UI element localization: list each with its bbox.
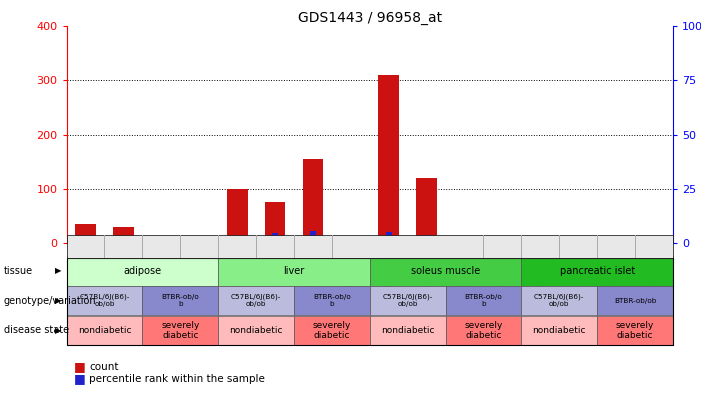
Bar: [75, 224, 96, 243]
Bar: [454, 238, 475, 243]
Bar: [234, 239, 240, 243]
Text: tissue: tissue: [4, 266, 33, 276]
Text: BTBR-ob/o
b: BTBR-ob/o b: [465, 294, 503, 307]
Text: ▶: ▶: [55, 266, 62, 275]
Text: soleus muscle: soleus muscle: [411, 266, 480, 276]
Text: C57BL/6J(B6)-
ob/ob: C57BL/6J(B6)- ob/ob: [79, 294, 130, 307]
Text: C57BL/6J(B6)-
ob/ob: C57BL/6J(B6)- ob/ob: [383, 294, 433, 307]
Text: ▶: ▶: [55, 296, 62, 305]
Text: adipose: adipose: [123, 266, 161, 276]
Text: severely
diabetic: severely diabetic: [161, 321, 200, 340]
Bar: [461, 241, 468, 243]
Bar: [416, 178, 437, 243]
Bar: [310, 231, 316, 243]
Text: nondiabetic: nondiabetic: [229, 326, 283, 335]
Text: C57BL/6J(B6)-
ob/ob: C57BL/6J(B6)- ob/ob: [231, 294, 281, 307]
Bar: [379, 75, 399, 243]
Text: severely
diabetic: severely diabetic: [464, 321, 503, 340]
Text: liver: liver: [283, 266, 305, 276]
Text: pancreatic islet: pancreatic islet: [559, 266, 635, 276]
Title: GDS1443 / 96958_at: GDS1443 / 96958_at: [298, 11, 442, 25]
Text: percentile rank within the sample: percentile rank within the sample: [89, 374, 265, 384]
Text: ▶: ▶: [55, 326, 62, 335]
Bar: [423, 235, 430, 243]
Text: genotype/variation: genotype/variation: [4, 296, 96, 305]
Text: severely
diabetic: severely diabetic: [616, 321, 654, 340]
Text: BTBR-ob/o
b: BTBR-ob/o b: [313, 294, 350, 307]
Bar: [264, 202, 285, 243]
Text: ■: ■: [74, 372, 86, 385]
Text: count: count: [89, 362, 118, 371]
Text: ■: ■: [74, 360, 86, 373]
Bar: [113, 227, 134, 243]
Text: BTBR-ob/ob: BTBR-ob/ob: [614, 298, 656, 303]
Text: disease state: disease state: [4, 326, 69, 335]
Text: severely
diabetic: severely diabetic: [313, 321, 351, 340]
Bar: [386, 232, 392, 243]
Bar: [83, 240, 88, 243]
Bar: [226, 189, 247, 243]
Bar: [272, 233, 278, 243]
Bar: [121, 240, 127, 243]
Text: nondiabetic: nondiabetic: [78, 326, 131, 335]
Text: nondiabetic: nondiabetic: [533, 326, 586, 335]
Text: BTBR-ob/o
b: BTBR-ob/o b: [161, 294, 199, 307]
Bar: [303, 159, 323, 243]
Text: nondiabetic: nondiabetic: [381, 326, 435, 335]
Text: C57BL/6J(B6)-
ob/ob: C57BL/6J(B6)- ob/ob: [534, 294, 585, 307]
